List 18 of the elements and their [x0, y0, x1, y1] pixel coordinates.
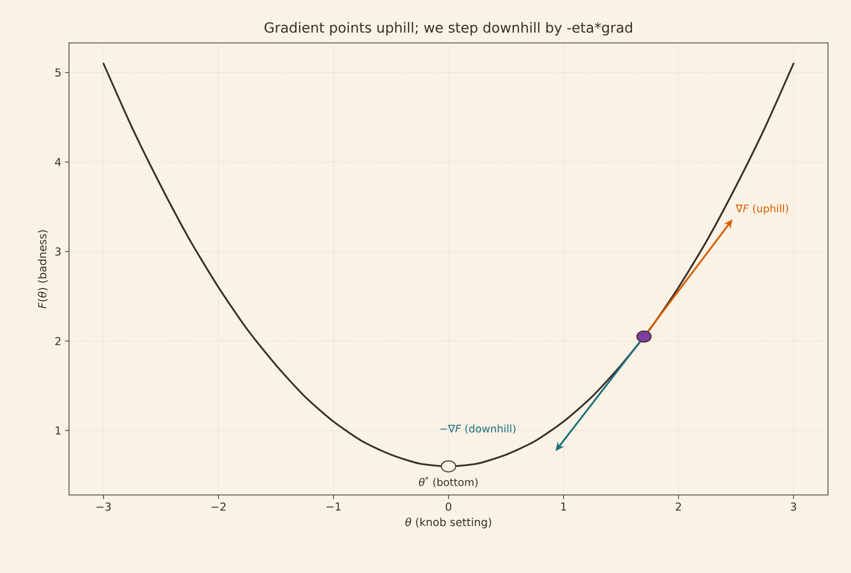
x-axis-title: θ (knob setting) — [405, 518, 492, 528]
annotation: ∇F (uphill) — [736, 204, 788, 214]
y-tick-label: 3 — [55, 247, 61, 256]
x-tick-label: −3 — [96, 502, 111, 511]
y-tick-label: 2 — [55, 336, 60, 346]
y-axis-title: F(θ) (badness) — [38, 230, 48, 308]
y-tick-label: 4 — [55, 158, 61, 166]
x-tick-label: −2 — [212, 502, 226, 511]
x-tick-label: 3 — [790, 502, 796, 511]
y-tick-label: 1 — [56, 426, 60, 435]
x-tick-label: 1 — [561, 502, 566, 510]
x-tick-label: −1 — [326, 502, 341, 510]
chart-title: Gradient points uphill; we step downhill by -eta*grad — [264, 22, 632, 36]
annotation: θ$^{*}$ (bottom) — [418, 476, 478, 488]
y-tick-label: 5 — [55, 68, 61, 77]
x-tick-label: 0 — [446, 502, 452, 511]
x-tick-label: 2 — [676, 502, 681, 511]
annotation: −∇F (downhill) — [440, 424, 516, 434]
